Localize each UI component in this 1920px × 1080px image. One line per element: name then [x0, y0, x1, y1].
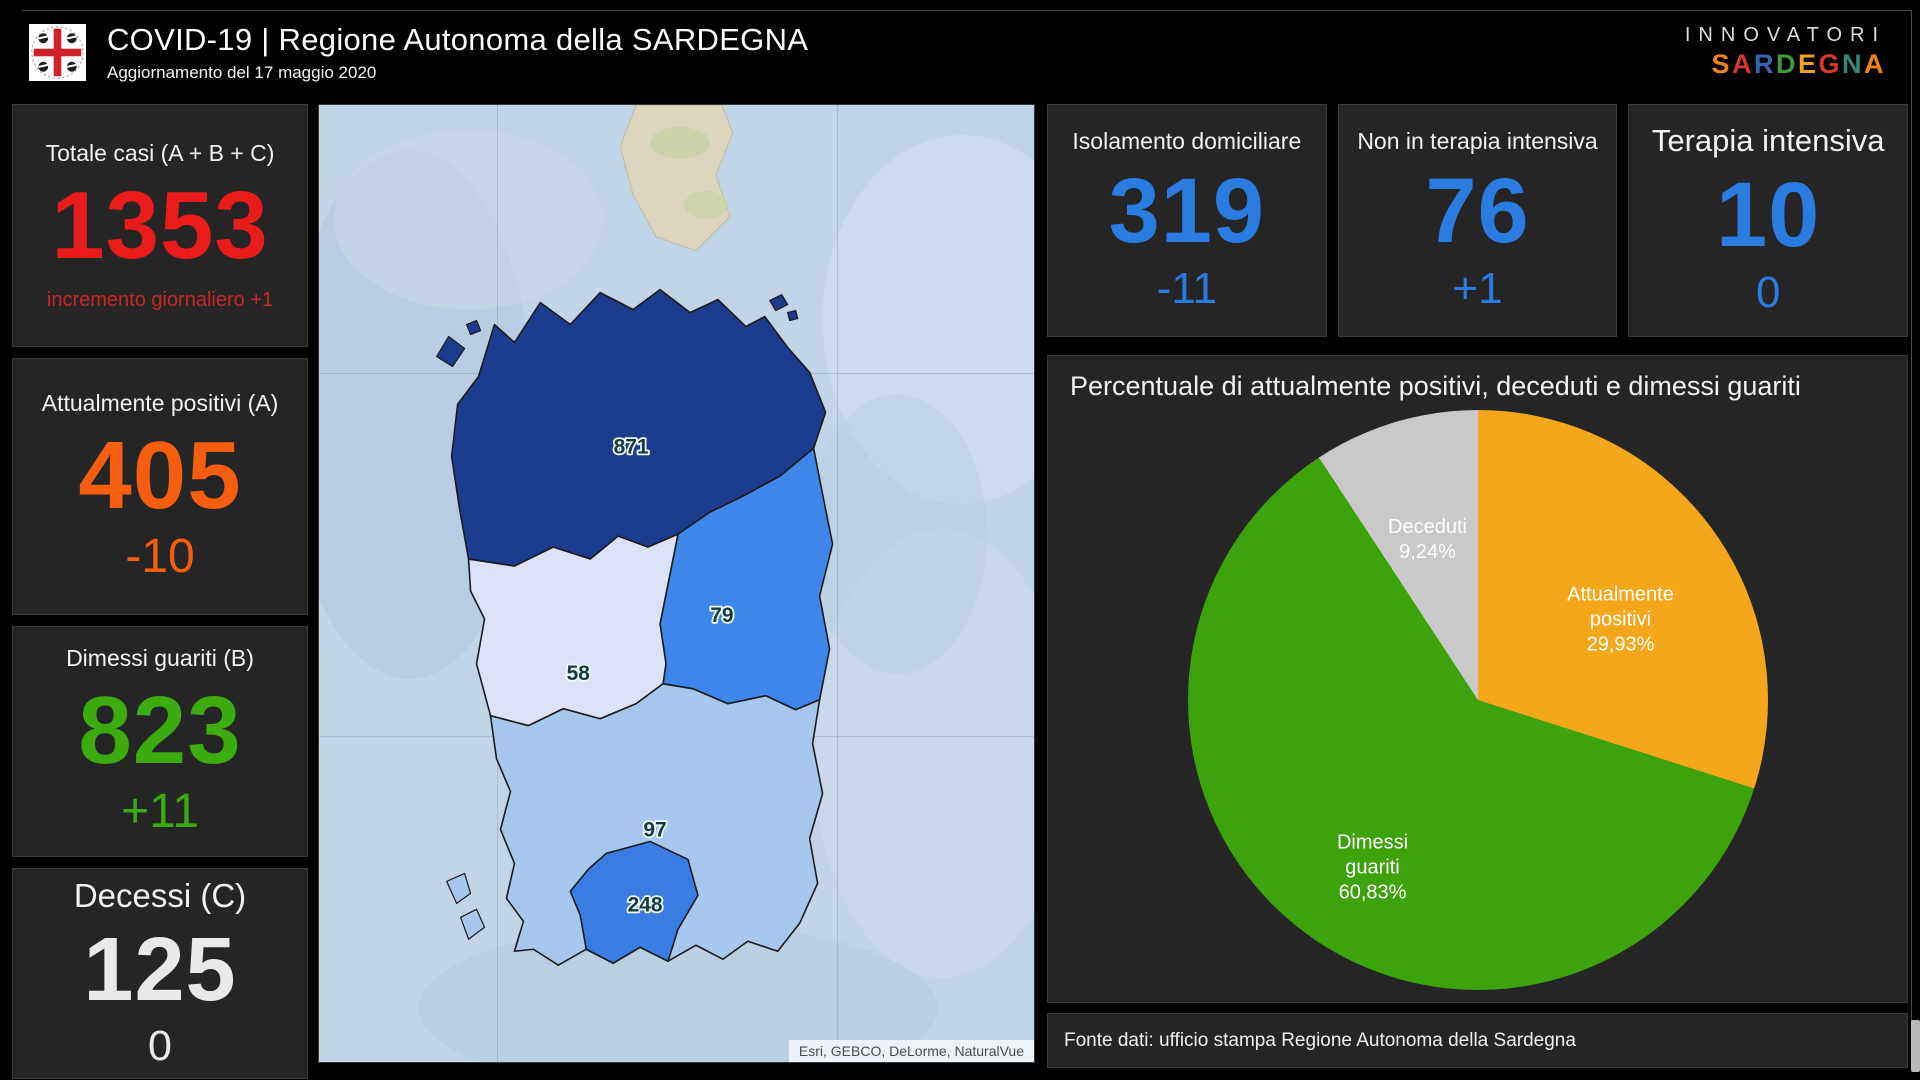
map-label-248: 248 [628, 893, 663, 916]
stat-delta: -10 [125, 529, 195, 583]
stat-value: 405 [78, 421, 242, 529]
stat-delta: -11 [1156, 263, 1217, 313]
stat-delta: +11 [121, 784, 199, 838]
bathymetry-shading [319, 129, 1034, 1062]
stat-value: 76 [1425, 159, 1530, 262]
stat-title: Totale casi (A + B + C) [45, 140, 275, 167]
pie-label-dimessi-guariti: Dimessi guariti 60,83% [1336, 831, 1409, 904]
sardinia-map[interactable]: 871 79 58 97 248 Esri, GEBCO, DeLorme, N… [318, 104, 1035, 1063]
map-label-58: 58 [567, 662, 590, 685]
stat-card-totale-casi: Totale casi (A + B + C) 1353 incremento … [12, 104, 308, 347]
stat-delta: incremento giornaliero +1 [46, 288, 274, 311]
stat-card-attualmente-positivi: Attualmente positivi (A) 405 -10 [12, 358, 308, 615]
pie-chart[interactable] [1187, 410, 1768, 990]
stat-delta: 0 [1755, 268, 1781, 318]
stat-value: 10 [1716, 164, 1821, 267]
stat-card-isolamento-domiciliare: Isolamento domiciliare 319 -11 [1047, 104, 1327, 337]
page-title: COVID-19 | Regione Autonoma della SARDEG… [107, 21, 809, 57]
map-attribution: Esri, GEBCO, DeLorme, NaturalVue [788, 1040, 1034, 1062]
stat-title: Non in terapia intensiva [1357, 127, 1598, 154]
stat-title: Dimessi guariti (B) [66, 644, 254, 671]
stat-title: Isolamento domiciliare [1072, 127, 1302, 154]
stat-title: Terapia intensiva [1651, 123, 1885, 159]
map-region-labels: 871 79 58 97 248 [565, 434, 735, 919]
stat-card-dimessi-guariti: Dimessi guariti (B) 823 +11 [12, 626, 308, 857]
map-label-871: 871 [614, 435, 649, 458]
stat-delta: 0 [148, 1021, 172, 1070]
left-stats-column: Totale casi (A + B + C) 1353 incremento … [12, 104, 308, 1080]
stat-title: Attualmente positivi (A) [41, 389, 279, 416]
stat-card-terapia-intensiva: Terapia intensiva 10 0 [1628, 104, 1909, 337]
sardinia-coat-of-arms-icon [29, 23, 86, 81]
map-region-248[interactable] [569, 840, 699, 965]
province-regions [436, 288, 834, 967]
stat-value: 319 [1108, 159, 1266, 262]
innovatori-sardegna-logo: INNOVATORI SARDEGNA [1685, 24, 1886, 80]
header: COVID-19 | Regione Autonoma della SARDEG… [29, 12, 1886, 92]
stat-delta: +1 [1452, 263, 1503, 313]
map-canvas[interactable]: 871 79 58 97 248 [319, 105, 1034, 1062]
corsica-landmass [619, 105, 734, 252]
stat-card-non-terapia-intensiva: Non in terapia intensiva 76 +1 [1337, 104, 1618, 337]
data-source-text: Fonte dati: ufficio stampa Regione Auton… [1064, 1029, 1576, 1051]
scrollbar-thumb[interactable] [1911, 1020, 1920, 1072]
pie-panel: Percentuale di attualmente positivi, dec… [1047, 355, 1908, 1003]
pie-wrap: Deceduti 9,24% Attualmente positivi 29,9… [1187, 410, 1768, 990]
right-column: Isolamento domiciliare 319 -11 Non in te… [1047, 104, 1909, 1075]
brand-sardegna: SARDEGNA [1711, 48, 1886, 79]
map-label-79: 79 [710, 604, 733, 627]
frame-border-right [1911, 10, 1912, 1070]
update-date: Aggiornamento del 17 maggio 2020 [107, 62, 377, 82]
stat-value: 125 [83, 920, 237, 1020]
stat-value: 823 [78, 676, 242, 784]
pie-label-attualmente-positivi: Attualmente positivi 29,93% [1567, 583, 1674, 656]
stat-card-decessi: Decessi (C) 125 0 [12, 868, 308, 1080]
stat-value: 1353 [51, 172, 269, 280]
map-label-97: 97 [643, 818, 666, 841]
frame-border-top [22, 10, 1912, 11]
stat-title: Decessi (C) [73, 877, 247, 914]
brand-innovatori: INNOVATORI [1684, 23, 1886, 46]
map-region-58[interactable] [467, 533, 679, 727]
small-islands [436, 294, 799, 940]
data-source-panel: Fonte dati: ufficio stampa Regione Auton… [1047, 1013, 1908, 1068]
pie-title: Percentuale di attualmente positivi, dec… [1070, 371, 1801, 401]
pie-label-deceduti: Deceduti 9,24% [1388, 516, 1467, 563]
right-stats-row: Isolamento domiciliare 319 -11 Non in te… [1047, 104, 1909, 337]
region-logo [29, 23, 86, 81]
